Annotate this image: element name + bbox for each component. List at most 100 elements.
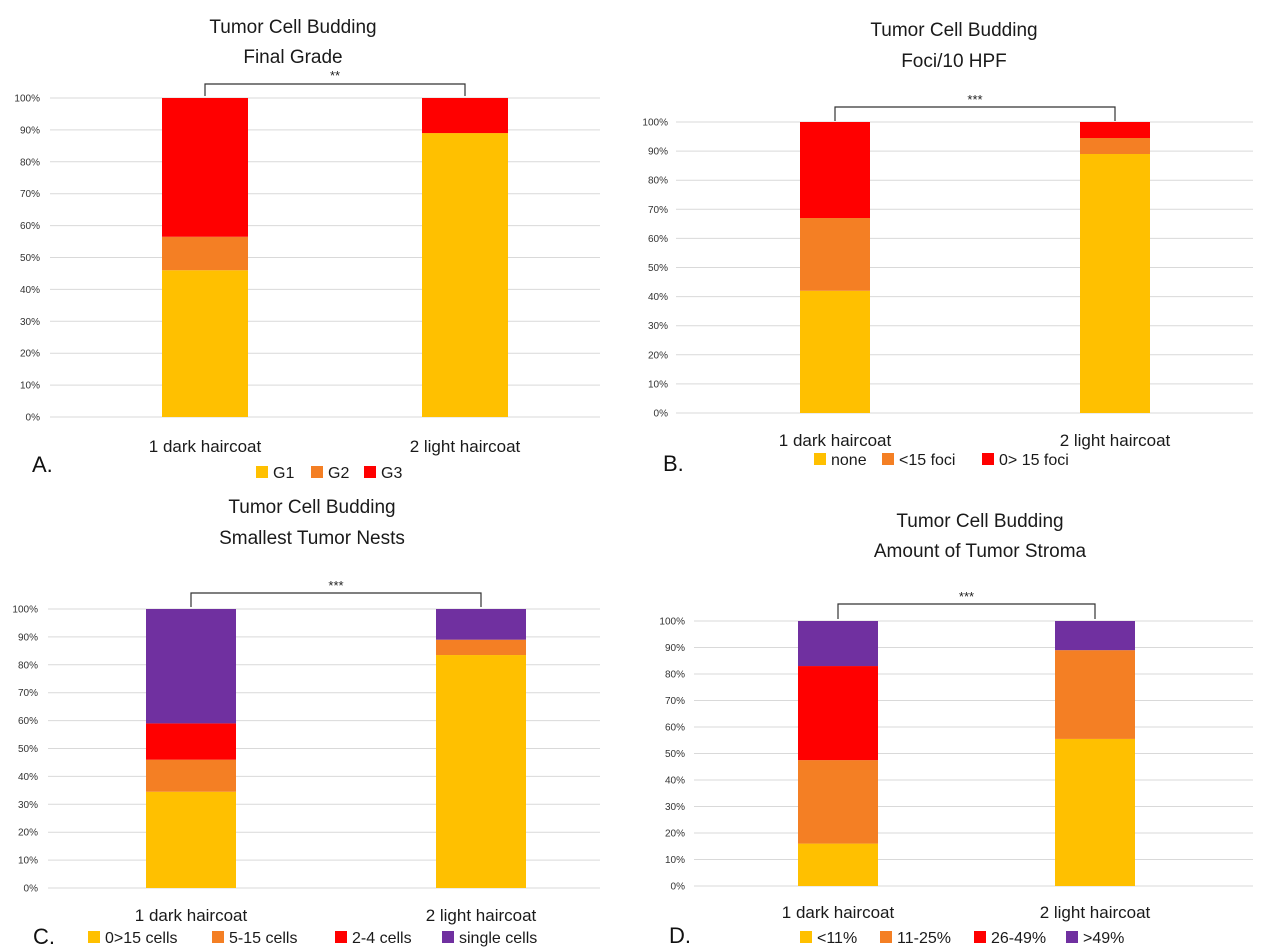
panel-letter: C. [33, 924, 55, 949]
y-tick-label: 30% [20, 317, 40, 328]
chart-title: Tumor Cell Budding [209, 17, 376, 38]
y-tick-label: 80% [18, 660, 38, 671]
x-category-label: 2 light haircoat [410, 437, 521, 456]
legend-label: >49% [1083, 930, 1124, 947]
bar-segment [798, 621, 878, 667]
legend-swatch [974, 931, 986, 943]
bar-segment [1055, 650, 1135, 739]
legend-swatch [256, 466, 268, 478]
legend-swatch [88, 931, 100, 943]
y-tick-label: 10% [18, 856, 38, 867]
legend-swatch [882, 453, 894, 465]
legend-swatch [880, 931, 892, 943]
legend-swatch [212, 931, 224, 943]
bar-segment [800, 290, 870, 413]
chart-title: Final Grade [243, 47, 342, 68]
y-tick-label: 50% [18, 744, 38, 755]
bar-segment [1080, 154, 1150, 413]
x-category-label: 2 light haircoat [1040, 903, 1151, 922]
legend-swatch [800, 931, 812, 943]
x-category-label: 2 light haircoat [1060, 431, 1171, 450]
bar-segment [146, 791, 236, 888]
panel-a: Tumor Cell Budding Final Grade 0% 10% 20% 30%… [14, 17, 600, 482]
legend-label: 11-25% [897, 930, 951, 947]
legend-label: G1 [273, 465, 294, 482]
legend-label: single cells [459, 930, 537, 947]
y-tick-label: 90% [648, 147, 668, 158]
y-tick-label: 0% [654, 409, 669, 420]
chart-title: Tumor Cell Budding [870, 20, 1037, 41]
y-tick-label: 100% [14, 94, 40, 105]
chart-title: Tumor Cell Budding [896, 511, 1063, 532]
y-tick-label: 0% [24, 884, 39, 895]
legend-label: none [831, 452, 867, 469]
legend-swatch [311, 466, 323, 478]
bar-segment [422, 98, 508, 134]
legend-swatch [442, 931, 454, 943]
bar-segment [798, 843, 878, 886]
x-category-label: 1 dark haircoat [782, 903, 895, 922]
bar-segment [162, 270, 248, 417]
legend-label: 26-49% [991, 930, 1046, 947]
y-tick-label: 70% [20, 189, 40, 200]
y-tick-label: 30% [18, 800, 38, 811]
y-tick-label: 100% [642, 118, 668, 129]
chart-title: Smallest Tumor Nests [219, 528, 405, 549]
significance-label: *** [328, 578, 343, 593]
panel-letter: A. [32, 452, 53, 477]
y-tick-label: 90% [18, 632, 38, 643]
bar-segment [146, 723, 236, 760]
significance-bracket [837, 603, 1096, 619]
panel-d: Tumor Cell Budding Amount of Tumor Stroma… [659, 511, 1253, 948]
bar-segment [798, 760, 878, 844]
bar-segment [162, 98, 248, 237]
legend-swatch [814, 453, 826, 465]
bar-segment [800, 218, 870, 291]
legend-label: G3 [381, 465, 402, 482]
y-tick-label: 0% [671, 882, 686, 893]
y-tick-label: 40% [665, 776, 685, 787]
bar-segment [798, 666, 878, 761]
y-tick-label: 20% [665, 829, 685, 840]
y-tick-label: 30% [648, 321, 668, 332]
x-category-label: 1 dark haircoat [149, 437, 262, 456]
legend-label: G2 [328, 465, 349, 482]
legend: none <15 foci 0> 15 foci [814, 452, 1069, 469]
panel-c: Tumor Cell Budding Smallest Tumor Nests 0%… [12, 497, 600, 949]
y-tick-label: 90% [20, 125, 40, 136]
legend-swatch [982, 453, 994, 465]
legend-swatch [1066, 931, 1078, 943]
y-tick-label: 10% [665, 855, 685, 866]
y-tick-label: 70% [665, 696, 685, 707]
y-tick-label: 20% [18, 828, 38, 839]
y-tick-label: 40% [18, 772, 38, 783]
legend-label: 0> 15 foci [999, 452, 1069, 469]
bar-segment [1055, 738, 1135, 886]
y-tick-label: 0% [26, 413, 41, 424]
bar-segment [1055, 621, 1135, 651]
bar-segment [1080, 122, 1150, 139]
bar-segment [422, 133, 508, 417]
x-category-label: 2 light haircoat [426, 906, 537, 925]
y-tick-label: 50% [648, 263, 668, 274]
chart-title: Amount of Tumor Stroma [874, 541, 1087, 562]
legend-label: 0>15 cells [105, 930, 178, 947]
legend: G1 G2 G3 [256, 465, 402, 482]
y-tick-label: 90% [665, 643, 685, 654]
x-category-label: 1 dark haircoat [135, 906, 248, 925]
significance-label: *** [959, 589, 974, 604]
y-tick-label: 60% [648, 234, 668, 245]
significance-label: ** [330, 68, 340, 83]
legend: <11% 11-25% 26-49% >49% [800, 930, 1124, 947]
legend-swatch [364, 466, 376, 478]
chart-title: Tumor Cell Budding [228, 497, 395, 518]
significance-bracket [204, 83, 466, 96]
significance-bracket [190, 592, 482, 607]
bar-segment [800, 122, 870, 219]
legend-label: <11% [817, 930, 857, 947]
y-tick-label: 60% [20, 221, 40, 232]
y-tick-label: 40% [648, 292, 668, 303]
y-tick-label: 100% [12, 605, 38, 616]
bar-segment [436, 655, 526, 888]
